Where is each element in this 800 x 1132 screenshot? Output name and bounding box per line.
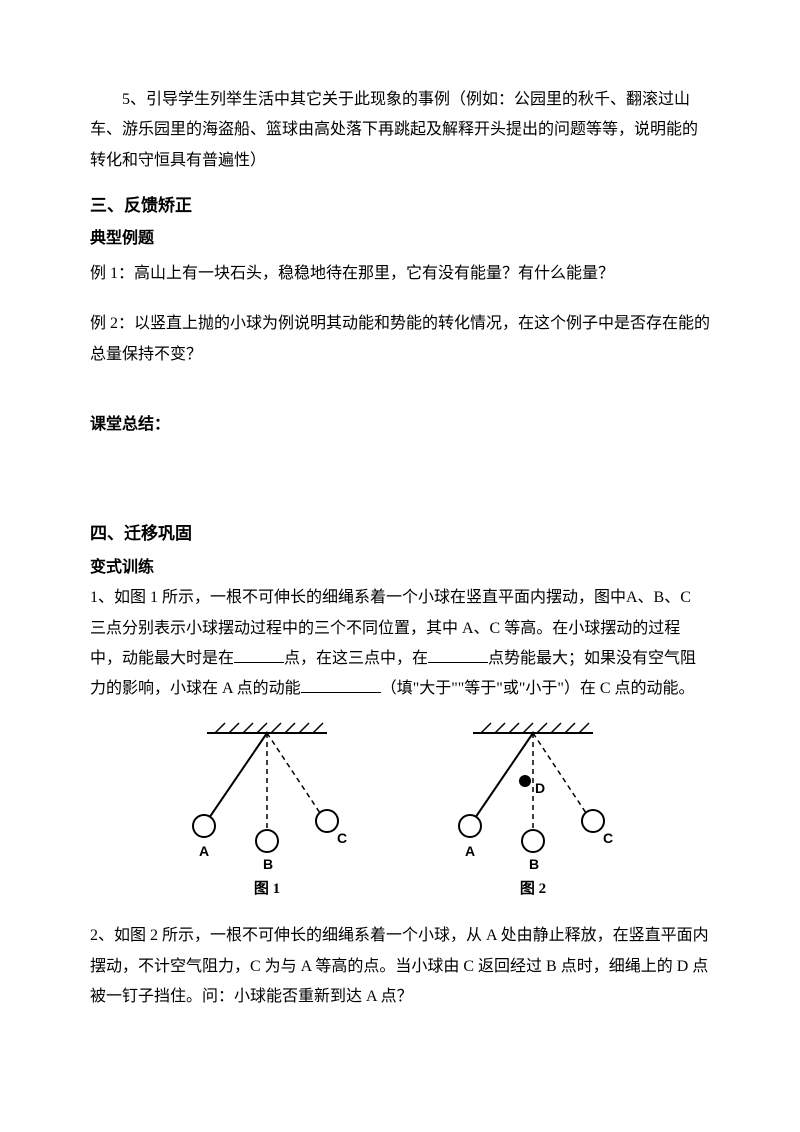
- pendulum-diagram-2: D A B C: [443, 721, 623, 871]
- figure-1-caption: 图 1: [254, 875, 280, 904]
- figures-container: A B C 图 1: [90, 721, 710, 904]
- section4-title: 四、迁移巩固: [90, 518, 710, 550]
- figure-2-caption: 图 2: [520, 875, 546, 904]
- example-2: 例 2：以竖直上抛的小球为例说明其动能和势能的转化情况，在这个例子中是否存在能的…: [90, 309, 710, 370]
- svg-text:C: C: [337, 830, 347, 846]
- svg-text:A: A: [199, 843, 209, 859]
- svg-text:D: D: [535, 780, 545, 796]
- section4-subtitle: 变式训练: [90, 553, 710, 583]
- example-1: 例 1：高山上有一块石头，稳稳地待在那里，它有没有能量？有什么能量？: [90, 259, 710, 289]
- question-2: 2、如图 2 所示，一根不可伸长的细绳系着一个小球，从 A 处由静止释放，在竖直…: [90, 921, 710, 1012]
- svg-text:C: C: [603, 830, 613, 846]
- q1-part4: （填"大于""等于"或"小于"）在 C 点的动能。: [381, 680, 695, 697]
- blank-2: [428, 647, 488, 663]
- class-summary: 课堂总结：: [90, 410, 710, 440]
- figure-2: D A B C 图 2: [443, 721, 623, 904]
- figure-1: A B C 图 1: [177, 721, 357, 904]
- svg-text:A: A: [465, 843, 475, 859]
- section3-subtitle: 典型例题: [90, 224, 710, 254]
- pendulum-diagram-1: A B C: [177, 721, 357, 871]
- blank-3: [301, 677, 381, 693]
- question-1: 1、如图 1 所示，一根不可伸长的细绳系着一个小球在竖直平面内摆动，图中A、B、…: [90, 583, 710, 705]
- intro-para: 5、引导学生列举生活中其它关于此现象的事例（例如：公园里的秋千、翻滚过山车、游乐…: [90, 85, 710, 176]
- q1-part2: 点，在这三点中，在: [284, 650, 428, 667]
- svg-text:B: B: [263, 856, 273, 871]
- svg-text:B: B: [529, 856, 539, 871]
- section3-title: 三、反馈矫正: [90, 190, 710, 222]
- blank-1: [234, 647, 284, 663]
